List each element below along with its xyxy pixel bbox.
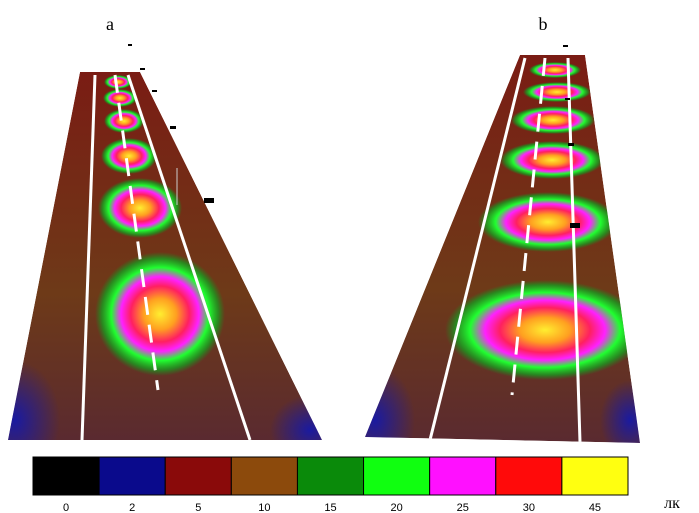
- tick-label: 20: [390, 502, 402, 513]
- road-a: [0, 72, 350, 480]
- road-b: [335, 55, 660, 475]
- figure: a b лк 025101520253045: [0, 0, 699, 513]
- tick-label: 45: [589, 502, 601, 513]
- tick-label: 5: [195, 502, 201, 513]
- panel-label: b: [539, 14, 548, 34]
- tick-label: 2: [129, 502, 135, 513]
- tick-label: 15: [324, 502, 336, 513]
- tick-label: 25: [457, 502, 469, 513]
- legend-swatch: [33, 457, 99, 495]
- legend-swatch: [231, 457, 297, 495]
- legend-swatch: [165, 457, 231, 495]
- legend-swatch: [99, 457, 165, 495]
- tick-label: 0: [63, 502, 69, 513]
- tick-label: 10: [258, 502, 270, 513]
- legend-swatch: [430, 457, 496, 495]
- tick-label: 30: [523, 502, 535, 513]
- panel-label: a: [106, 14, 114, 34]
- legend-swatch: [297, 457, 363, 495]
- legend-swatch: [364, 457, 430, 495]
- legend-unit: лк: [664, 495, 680, 512]
- legend-swatch: [496, 457, 562, 495]
- legend-swatch: [562, 457, 628, 495]
